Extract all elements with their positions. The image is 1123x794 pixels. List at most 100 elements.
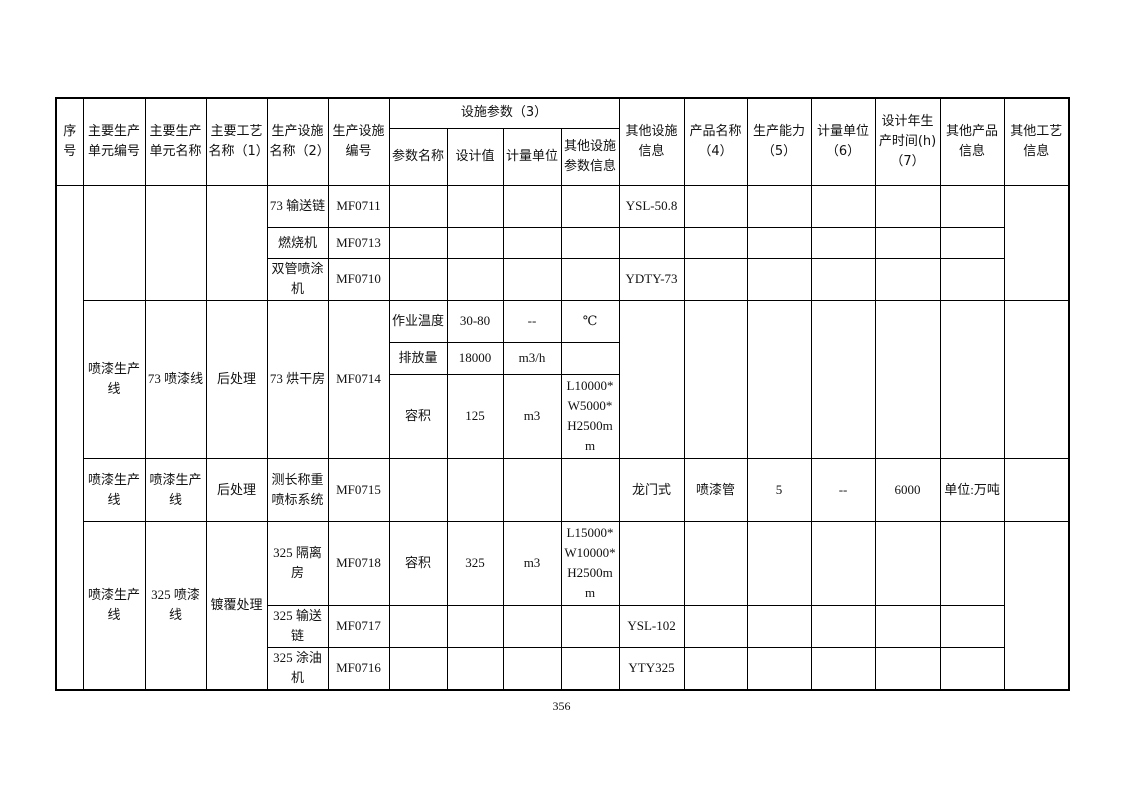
cell-facility-name: 燃烧机: [266, 226, 329, 259]
cell: [502, 604, 562, 648]
cell: [746, 646, 812, 691]
cell: [810, 184, 876, 228]
cell-other-process-info: [1003, 184, 1070, 301]
header-param-name: 参数名称: [388, 127, 448, 186]
header-unit-name: 主要生产单元名称: [144, 97, 207, 186]
cell-unit-code: 喷漆生产线: [82, 299, 146, 459]
table-row: 喷漆生产线 325 喷漆线 镀覆处理 325 隔离房 MF0718 容积 325…: [56, 520, 1070, 691]
cell: [560, 226, 620, 259]
cell: [810, 520, 876, 606]
cell: [446, 457, 504, 522]
cell-design-value: 18000: [446, 341, 504, 375]
cell-capacity-unit: --: [810, 457, 876, 522]
cell-capacity: [746, 299, 812, 459]
cell-other-facility-info: [618, 226, 685, 259]
cell: [874, 646, 941, 691]
cell-other-facility-info: YSL-102: [618, 604, 685, 648]
cell: [746, 604, 812, 648]
cell: [502, 226, 562, 259]
header-other-param-info: 其他设施参数信息: [560, 127, 620, 186]
header-other-product-info: 其他产品信息: [939, 97, 1005, 186]
cell: [560, 604, 620, 648]
facility-table: 序号 主要生产单元编号 主要生产单元名称 主要工艺名称（1） 生产设施名称（2）…: [55, 97, 1071, 691]
cell-other-facility-info: YSL-50.8: [618, 184, 685, 228]
cell-other-param-info: L15000*W10000*H2500mm: [560, 520, 620, 606]
table-row: 排放量 18000 m3/h: [56, 341, 1069, 375]
header-facility-code: 生产设施编号: [327, 97, 390, 186]
cell: [939, 226, 1005, 259]
cell: [388, 257, 448, 301]
table-row: 325 涂油机 MF0716 YTY325: [56, 646, 1069, 691]
page-number: 356: [552, 699, 571, 713]
cell-other-product-info: [939, 299, 1005, 459]
header-unit-code: 主要生产单元编号: [82, 97, 146, 186]
cell-facility-name: 双管喷涂机: [266, 257, 329, 301]
cell-facility-code: MF0716: [327, 646, 390, 691]
cell-unit-name: 325 喷漆线: [144, 520, 207, 691]
cell-process-name: 后处理: [205, 299, 268, 459]
cell-process-name: 镀覆处理: [205, 520, 268, 691]
cell-facility-code: MF0717: [327, 604, 390, 648]
cell: [560, 184, 620, 228]
cell-other-process-info: [1003, 457, 1070, 522]
header-unit: 计量单位: [502, 127, 562, 186]
cell-other-facility-info: 龙门式: [618, 457, 685, 522]
cell: [874, 184, 941, 228]
cell-facility-code: MF0711: [327, 184, 390, 228]
cell-process-name: [205, 184, 268, 301]
cell: [874, 604, 941, 648]
table-row: 73 输送链 MF0711 YSL-50.8: [55, 184, 1070, 691]
header-facility-name: 生产设施名称（2）: [266, 97, 330, 186]
cell-design-value: 125: [446, 373, 504, 459]
cell: [874, 257, 941, 301]
cell-param-name: 容积: [388, 373, 448, 459]
cell-facility-code: MF0715: [327, 457, 390, 522]
cell-facility-name: 73 烘干房: [266, 299, 329, 459]
cell: [683, 257, 748, 301]
table-row: 双管喷涂机 MF0710 YDTY-73: [56, 257, 1069, 301]
table-row: 喷漆生产线 喷漆生产线 后处理 测长称重喷标系统 MF0715 龙门式 喷漆管 …: [56, 457, 1070, 522]
cell-capacity-unit: [810, 299, 876, 459]
cell: [683, 604, 748, 648]
cell-facility-code: MF0718: [327, 520, 390, 606]
cell: [446, 184, 504, 228]
cell-unit-code: 喷漆生产线: [82, 520, 146, 691]
cell-facility-code: MF0714: [327, 299, 390, 459]
cell-facility-name: 测长称重喷标系统: [266, 457, 329, 522]
cell: [746, 257, 812, 301]
cell: [502, 184, 562, 228]
cell-other-facility-info: YTY325: [618, 646, 685, 691]
cell: [939, 184, 1005, 228]
cell: [446, 257, 504, 301]
cell-other-product-info: 单位:万吨: [939, 457, 1005, 522]
header-seq: 序号: [55, 97, 84, 186]
cell: [388, 646, 448, 691]
header-params-group: 设施参数（3）: [388, 97, 620, 129]
cell-facility-code: MF0710: [327, 257, 390, 301]
cell: [446, 604, 504, 648]
cell: [683, 226, 748, 259]
cell: [446, 646, 504, 691]
cell-other-param-info: L10000*W5000*H2500mm: [560, 373, 620, 459]
cell: [810, 646, 876, 691]
cell-param-name: 容积: [388, 520, 448, 606]
cell: [746, 520, 812, 606]
cell: [388, 604, 448, 648]
header-capacity: 生产能力（5）: [746, 97, 812, 186]
cell-process-name: 后处理: [205, 457, 268, 522]
cell: [618, 520, 685, 606]
cell: [560, 257, 620, 301]
cell: [939, 604, 1005, 648]
cell: [939, 520, 1005, 606]
cell: [746, 184, 812, 228]
cell-design-hours: 6000: [874, 457, 941, 522]
cell: [446, 226, 504, 259]
cell-facility-name: 325 涂油机: [266, 646, 329, 691]
cell: [810, 604, 876, 648]
cell-other-process-info: [1003, 299, 1070, 459]
cell-design-hours: [874, 299, 941, 459]
cell-unit-code: 喷漆生产线: [82, 457, 146, 522]
cell: [560, 457, 620, 522]
cell-seq: [55, 184, 84, 691]
cell-unit: m3/h: [502, 341, 562, 375]
